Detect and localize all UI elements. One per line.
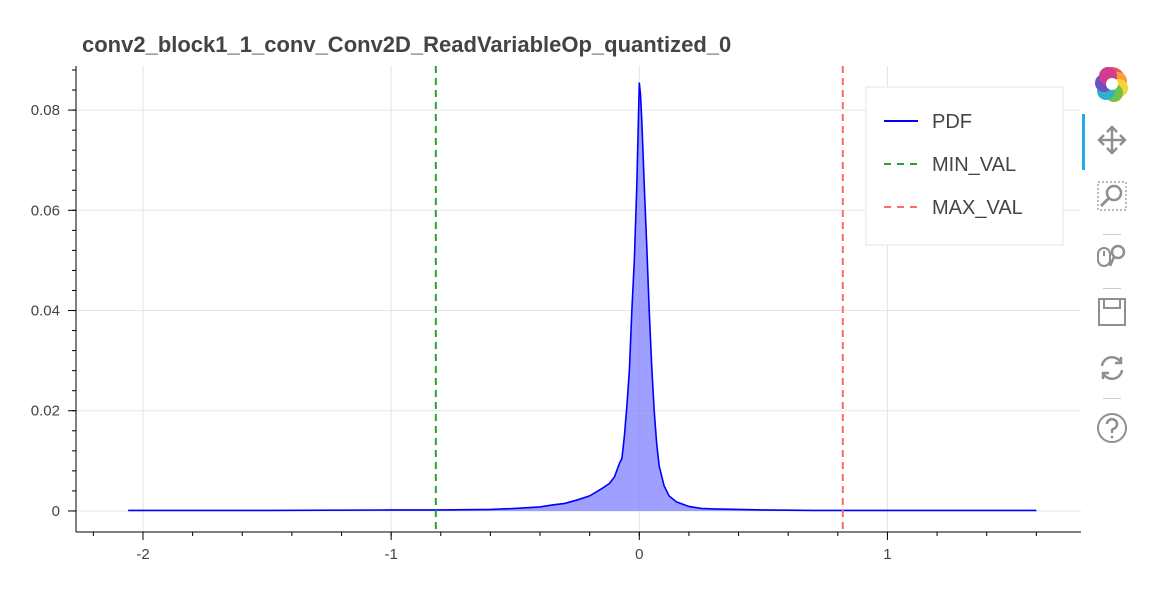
threshold-lines (434, 66, 844, 532)
legend-label: MIN_VAL (932, 154, 1016, 176)
y-tick-label: 0.02 (31, 403, 60, 420)
active-tool-indicator (1082, 114, 1085, 170)
toolbar-divider (1103, 288, 1121, 289)
pdf-series-line (128, 82, 1037, 512)
legend-label: MAX_VAL (932, 197, 1023, 219)
legend-box (865, 86, 1064, 246)
y-tick-label: 0.04 (31, 303, 60, 320)
reset-icon[interactable] (1092, 348, 1132, 388)
legend-label: PDF (932, 111, 972, 133)
x-tick-label: -1 (384, 546, 397, 563)
toolbar (1082, 62, 1142, 452)
bokeh-logo-icon[interactable] (1092, 64, 1132, 104)
x-tick-label: -2 (136, 546, 149, 563)
toolbar-divider (1103, 234, 1121, 235)
y-tick-label: 0.08 (31, 102, 60, 119)
y-tick-label: 0.06 (31, 202, 60, 219)
pdf-line (128, 82, 1037, 512)
x-tick-label: 1 (883, 546, 891, 563)
legend: PDF MIN_VAL MAX_VAL (865, 86, 1064, 246)
save-icon[interactable] (1092, 292, 1132, 332)
wheel-zoom-icon[interactable] (1092, 236, 1132, 276)
y-tick-label: 0 (52, 503, 60, 520)
toolbar-divider (1103, 398, 1121, 399)
box-zoom-icon[interactable] (1092, 176, 1132, 216)
chart-title: conv2_block1_1_conv_Conv2D_ReadVariableO… (82, 32, 731, 57)
axes: -2 -1 0 1 0 0.02 0.04 0.06 0.08 (31, 66, 1081, 563)
x-tick-label: 0 (635, 546, 643, 563)
help-icon[interactable] (1092, 408, 1132, 448)
pan-move-icon[interactable] (1092, 120, 1132, 160)
